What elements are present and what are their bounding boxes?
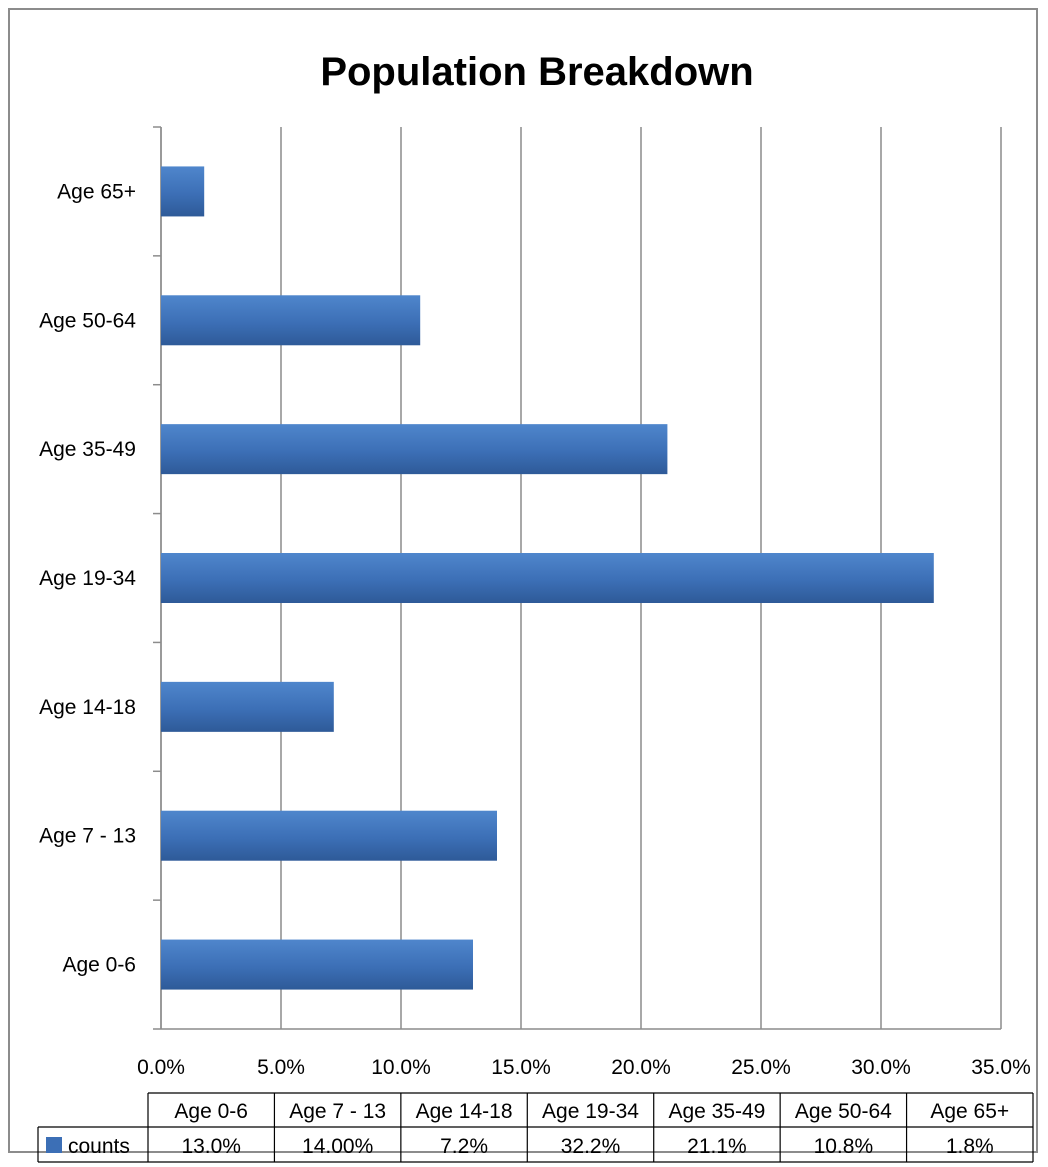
category-label: Age 7 - 13 (39, 825, 136, 848)
table-header-cell: Age 65+ (930, 1100, 1009, 1123)
category-label: Age 19-34 (39, 567, 136, 590)
bar (161, 681, 334, 732)
table-header-cell: Age 35-49 (668, 1100, 765, 1123)
x-tick-label: 30.0% (851, 1056, 911, 1079)
table-header-cell: Age 0-6 (174, 1100, 248, 1123)
table-value-cell: 13.0% (181, 1135, 241, 1158)
table-header-cell: Age 7 - 13 (289, 1100, 386, 1123)
legend-swatch (46, 1137, 62, 1153)
table-header-cell: Age 50-64 (795, 1100, 892, 1123)
table-value-cell: 1.8% (946, 1135, 994, 1158)
bar (161, 939, 473, 990)
table-value-cell: 7.2% (440, 1135, 488, 1158)
category-label: Age 35-49 (39, 438, 136, 461)
x-tick-label: 15.0% (491, 1056, 551, 1079)
x-tick-label: 35.0% (971, 1056, 1031, 1079)
x-tick-label: 0.0% (137, 1056, 185, 1079)
category-label: Age 0-6 (62, 954, 136, 977)
bar (161, 295, 421, 346)
bar (161, 424, 668, 475)
chart-title: Population Breakdown (320, 50, 753, 94)
category-label: Age 14-18 (39, 696, 136, 719)
bar (161, 553, 934, 603)
x-tick-labels: 0.0% 5.0% 10.0% 15.0% 20.0% 25.0% 30.0% 35.0% (137, 1056, 1031, 1079)
table-value-cell: 32.2% (561, 1135, 621, 1158)
bar (161, 810, 497, 861)
bar (161, 166, 205, 217)
table-header-cell: Age 19-34 (542, 1100, 639, 1123)
category-labels: Age 0-6 Age 7 - 13 Age 14-18 Age 19-34 Age 3… (39, 180, 136, 976)
data-table: Age 0-6 13.0% Age 7 - 13 14.00% Age 14-18 7.2… (37, 1092, 1034, 1163)
category-label: Age 50-64 (39, 309, 136, 332)
table-value-cell: 10.8% (814, 1135, 874, 1158)
bars-layer (161, 166, 934, 990)
x-tick-label: 5.0% (257, 1056, 305, 1079)
table-value-cell: 21.1% (687, 1135, 747, 1158)
category-label: Age 65+ (57, 180, 136, 203)
table-value-cell: 14.00% (302, 1135, 373, 1158)
x-tick-label: 20.0% (611, 1056, 671, 1079)
legend-series-name: counts (68, 1135, 130, 1158)
x-tick-label: 10.0% (371, 1056, 431, 1079)
x-tick-label: 25.0% (731, 1056, 791, 1079)
table-header-cell: Age 14-18 (416, 1100, 513, 1123)
